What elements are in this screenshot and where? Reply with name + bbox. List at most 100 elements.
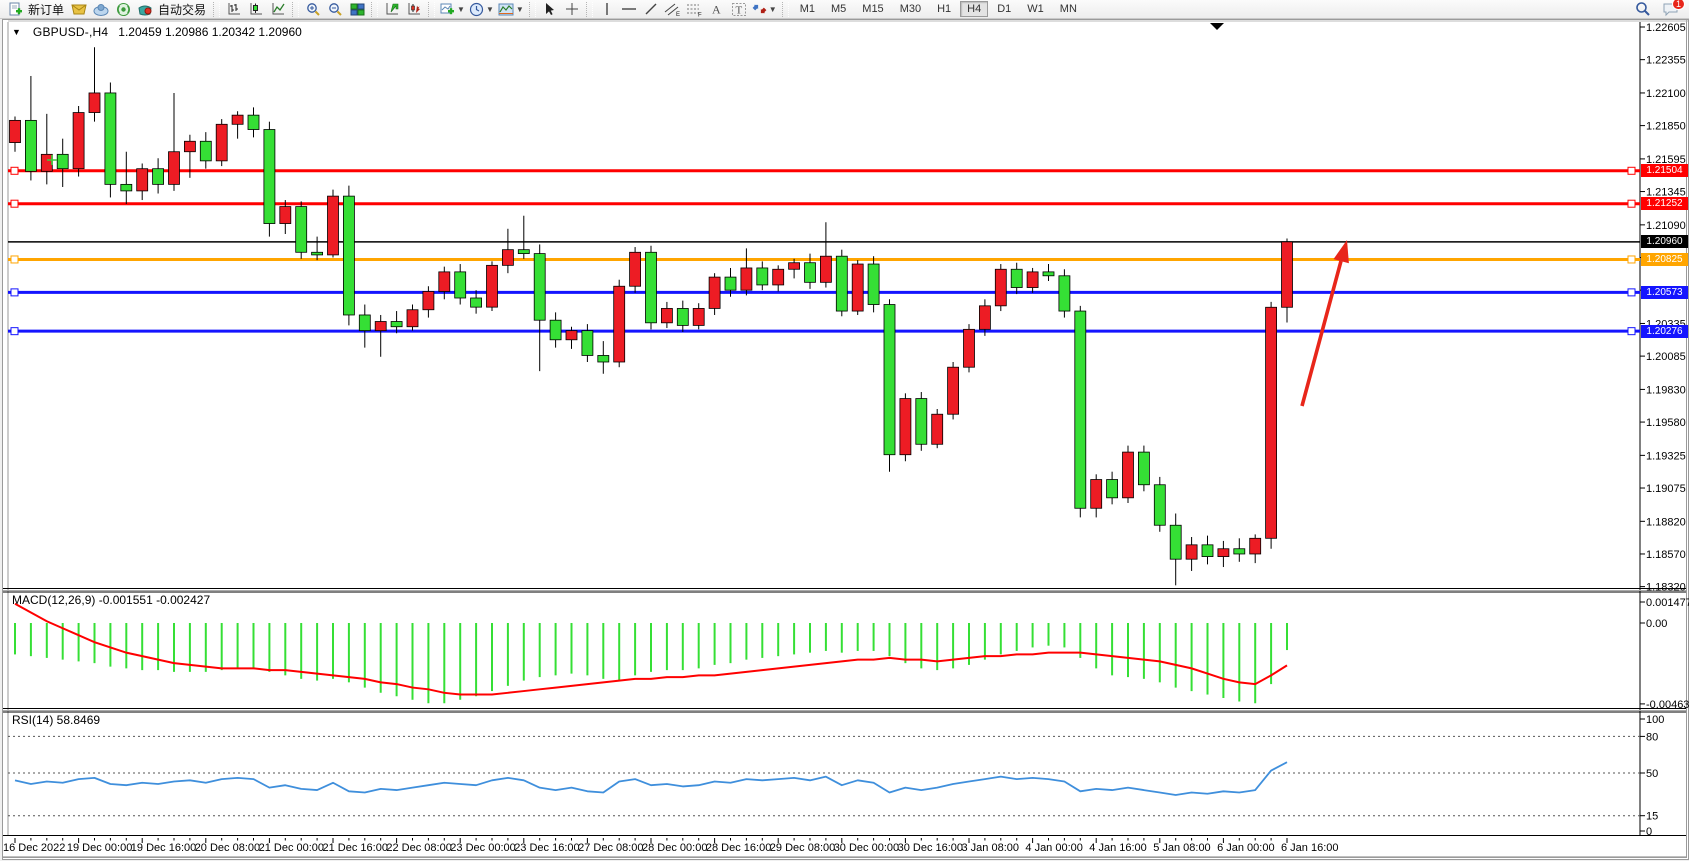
trendline-tool[interactable] xyxy=(641,1,661,18)
zoom-out-button[interactable] xyxy=(325,1,345,18)
new-chart-button[interactable]: ▼ xyxy=(439,1,466,18)
line-handle-left[interactable] xyxy=(10,166,19,175)
price-tick-label: 1.21595 xyxy=(1646,154,1686,166)
indicator-cursor-icon xyxy=(408,3,420,15)
zoom-in-button[interactable] xyxy=(303,1,323,18)
timeframe-button-m1[interactable]: M1 xyxy=(799,3,815,15)
cursor-tool-button[interactable] xyxy=(540,1,560,18)
line-handle-right[interactable] xyxy=(1627,288,1636,297)
timeframe-button-h1[interactable]: H1 xyxy=(937,3,952,15)
line-handle-left[interactable] xyxy=(10,199,19,208)
timeframe-button-h4[interactable]: H4 xyxy=(960,1,989,17)
trend-arrow-object[interactable] xyxy=(1300,260,1343,407)
trend-arrow-head xyxy=(1333,240,1349,264)
bull-candle xyxy=(1217,548,1230,557)
toolbar-separator xyxy=(428,1,436,17)
indicator-cursor-button[interactable] xyxy=(404,1,424,18)
market-button[interactable] xyxy=(113,1,133,18)
ohlc-header: ▼ GBPUSD-,H4 1.20459 1.20986 1.20342 1.2… xyxy=(12,25,302,39)
community-button[interactable] xyxy=(91,1,111,18)
bear-candle xyxy=(835,255,848,312)
svg-text:F: F xyxy=(698,12,702,17)
svg-text:T: T xyxy=(735,4,742,16)
new-order-icon xyxy=(9,2,22,15)
vertical-line-tool[interactable] xyxy=(597,1,617,18)
chat-button[interactable]: 1 xyxy=(1660,0,1685,18)
bull-candle xyxy=(899,398,912,456)
bull-candle xyxy=(1265,306,1277,539)
price-tag: 1.20825 xyxy=(1641,252,1688,266)
line-handle-right[interactable] xyxy=(1627,255,1636,264)
time-axis-label: 29 Dec 08:00 xyxy=(770,842,835,854)
bear-candle xyxy=(1058,275,1071,312)
line-handle-right[interactable] xyxy=(1627,327,1636,336)
timeframe-button-m5[interactable]: M5 xyxy=(831,3,847,15)
svg-text:E: E xyxy=(676,12,680,17)
toolbar-separator xyxy=(292,1,300,17)
line-handle-left[interactable] xyxy=(10,255,19,264)
line-handle-left[interactable] xyxy=(10,288,19,297)
bull-candle xyxy=(947,366,959,415)
time-axis-label: 5 Jan 08:00 xyxy=(1153,842,1211,854)
timeframe-button-m30[interactable]: M30 xyxy=(899,3,922,15)
bull-candle xyxy=(629,251,641,287)
bull-candle xyxy=(422,291,435,311)
line-chart-button[interactable] xyxy=(268,1,288,18)
bear-candle xyxy=(804,262,816,283)
chart-shift-marker-icon[interactable] xyxy=(1210,23,1224,30)
bull-candle xyxy=(215,123,228,162)
candlestick-chart-button[interactable] xyxy=(246,1,266,18)
bull-candle xyxy=(136,168,149,192)
price-tick-label: 1.21850 xyxy=(1646,121,1686,133)
horizontal-line-tool[interactable] xyxy=(619,1,639,18)
candlestick-series xyxy=(9,47,1293,586)
channel-tool[interactable]: E xyxy=(663,1,683,18)
bear-candle xyxy=(295,206,308,253)
rsi-axis-label: 80 xyxy=(1646,731,1658,743)
tile-windows-button[interactable] xyxy=(347,1,367,18)
bear-candle xyxy=(533,253,546,321)
new-order-label[interactable]: 新订单 xyxy=(28,2,65,17)
macd-axis-label: -0.004636 xyxy=(1646,699,1689,711)
price-tick-label: 1.18570 xyxy=(1646,549,1686,561)
line-handle-right[interactable] xyxy=(1627,166,1636,175)
bull-candle xyxy=(72,112,85,170)
text-tool[interactable]: A xyxy=(707,1,727,18)
time-axis-label: 16 Dec 2022 xyxy=(3,842,65,854)
price-tick-label: 1.19580 xyxy=(1646,417,1686,429)
price-tick-label: 1.21090 xyxy=(1646,220,1686,232)
indicator-up-button[interactable] xyxy=(382,1,402,18)
arrows-tool[interactable]: ▼ xyxy=(751,1,778,18)
line-handle-right[interactable] xyxy=(1627,199,1636,208)
indicator-up-icon xyxy=(386,3,398,15)
timeframe-button-d1[interactable]: D1 xyxy=(997,3,1012,15)
rsi-indicator-label: RSI(14) 58.8469 xyxy=(12,713,101,727)
bull-candle xyxy=(279,206,292,224)
timeframe-button-w1[interactable]: W1 xyxy=(1027,3,1044,15)
toolbar-separator xyxy=(585,1,593,17)
fibonacci-tool[interactable]: F xyxy=(685,1,705,18)
time-axis-label: 23 Dec 16:00 xyxy=(514,842,579,854)
mail-button[interactable] xyxy=(69,1,89,18)
text-label-tool[interactable]: T xyxy=(729,1,749,18)
auto-trading-label[interactable]: 自动交易 xyxy=(158,2,207,17)
bull-candle xyxy=(931,413,944,445)
timeframe-button-mn[interactable]: MN xyxy=(1059,3,1077,15)
crosshair-tool-button[interactable] xyxy=(562,1,582,18)
bull-candle xyxy=(613,285,626,363)
bear-candle xyxy=(152,168,165,185)
new-order-button[interactable] xyxy=(5,1,25,18)
zoom-in-icon xyxy=(306,2,320,16)
search-button[interactable] xyxy=(1633,1,1653,18)
template-icon xyxy=(498,3,514,15)
template-button[interactable]: ▼ xyxy=(497,1,525,18)
auto-trading-button[interactable] xyxy=(135,1,155,18)
time-axis-label: 21 Dec 16:00 xyxy=(323,842,388,854)
timeframe-button-m15[interactable]: M15 xyxy=(862,3,884,15)
line-handle-left[interactable] xyxy=(10,327,19,336)
profiles-button[interactable]: ▼ xyxy=(468,1,495,18)
bull-candle xyxy=(692,308,705,326)
collapse-arrow-icon[interactable]: ▼ xyxy=(12,27,21,37)
bar-chart-button[interactable] xyxy=(224,1,244,18)
